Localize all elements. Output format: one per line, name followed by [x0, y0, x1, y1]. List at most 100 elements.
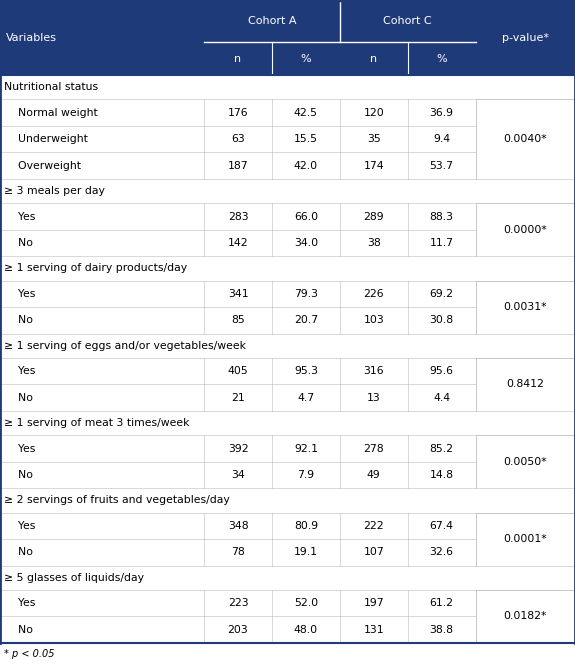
Text: 48.0: 48.0 — [294, 624, 318, 634]
Text: Cohort C: Cohort C — [384, 16, 432, 26]
Text: 0.0031*: 0.0031* — [504, 302, 547, 312]
Text: 42.0: 42.0 — [294, 161, 318, 171]
Text: 9.4: 9.4 — [433, 134, 450, 144]
Text: 226: 226 — [363, 289, 384, 299]
Text: %: % — [301, 54, 311, 64]
Text: 103: 103 — [363, 315, 384, 325]
Bar — [0, 384, 575, 411]
Text: 131: 131 — [363, 624, 384, 634]
Text: 53.7: 53.7 — [430, 161, 454, 171]
Bar — [0, 411, 575, 436]
Text: ≥ 1 serving of meat 3 times/week: ≥ 1 serving of meat 3 times/week — [4, 418, 190, 428]
Text: 61.2: 61.2 — [430, 598, 454, 608]
Text: 4.7: 4.7 — [297, 393, 315, 403]
Bar — [0, 75, 575, 100]
Text: No: No — [4, 315, 33, 325]
Text: No: No — [4, 393, 33, 403]
Text: 13: 13 — [367, 393, 381, 403]
Text: 69.2: 69.2 — [430, 289, 454, 299]
Text: Yes: Yes — [4, 211, 36, 221]
Text: 19.1: 19.1 — [294, 547, 318, 557]
Text: 7.9: 7.9 — [297, 470, 315, 480]
Text: Yes: Yes — [4, 598, 36, 608]
Text: Normal weight: Normal weight — [4, 108, 98, 118]
Bar — [0, 488, 575, 513]
Bar — [340, 0, 476, 42]
Text: 278: 278 — [363, 444, 384, 454]
Bar — [408, 42, 476, 75]
Text: No: No — [4, 238, 33, 248]
Bar — [476, 281, 575, 334]
Text: Yes: Yes — [4, 521, 36, 531]
Bar — [0, 462, 575, 488]
Bar — [0, 256, 575, 281]
Text: 42.5: 42.5 — [294, 108, 318, 118]
Text: 67.4: 67.4 — [430, 521, 454, 531]
Bar — [0, 436, 575, 462]
Text: No: No — [4, 470, 33, 480]
Text: 0.0050*: 0.0050* — [504, 457, 547, 467]
Text: 197: 197 — [363, 598, 384, 608]
Bar — [0, 230, 575, 256]
Text: %: % — [436, 54, 447, 64]
Text: 92.1: 92.1 — [294, 444, 318, 454]
Text: 0.0182*: 0.0182* — [504, 612, 547, 622]
Bar — [272, 42, 340, 75]
Text: ≥ 1 serving of eggs and/or vegetables/week: ≥ 1 serving of eggs and/or vegetables/we… — [4, 340, 246, 351]
Text: n: n — [370, 54, 377, 64]
Text: Yes: Yes — [4, 444, 36, 454]
Bar — [0, 307, 575, 334]
Text: 187: 187 — [228, 161, 248, 171]
Text: n: n — [235, 54, 242, 64]
Text: ≥ 1 serving of dairy products/day: ≥ 1 serving of dairy products/day — [4, 263, 187, 273]
Text: 30.8: 30.8 — [430, 315, 454, 325]
Text: 35: 35 — [367, 134, 381, 144]
Text: Yes: Yes — [4, 366, 36, 376]
Text: Overweight: Overweight — [4, 161, 81, 171]
Bar — [0, 334, 575, 358]
Text: No: No — [4, 624, 33, 634]
Bar — [0, 358, 575, 384]
Text: p-value*: p-value* — [502, 33, 549, 43]
Text: 176: 176 — [228, 108, 248, 118]
Text: 52.0: 52.0 — [294, 598, 318, 608]
Text: 11.7: 11.7 — [430, 238, 454, 248]
Text: 222: 222 — [363, 521, 384, 531]
Text: 283: 283 — [228, 211, 248, 221]
Bar — [0, 152, 575, 179]
Text: 15.5: 15.5 — [294, 134, 318, 144]
Text: 174: 174 — [363, 161, 384, 171]
Text: 66.0: 66.0 — [294, 211, 318, 221]
Text: Yes: Yes — [4, 289, 36, 299]
Text: 63: 63 — [231, 134, 245, 144]
Text: 85: 85 — [231, 315, 245, 325]
Text: 4.4: 4.4 — [433, 393, 450, 403]
Text: 95.3: 95.3 — [294, 366, 318, 376]
Bar — [204, 0, 340, 42]
Text: Cohort A: Cohort A — [248, 16, 296, 26]
Text: ≥ 3 meals per day: ≥ 3 meals per day — [4, 186, 105, 196]
Bar — [0, 590, 575, 616]
Text: No: No — [4, 547, 33, 557]
Bar — [476, 0, 575, 75]
Bar — [476, 590, 575, 643]
Text: 79.3: 79.3 — [294, 289, 318, 299]
Bar — [0, 616, 575, 643]
Text: 405: 405 — [228, 366, 248, 376]
Bar — [0, 179, 575, 203]
Bar — [476, 100, 575, 179]
Text: 0.0001*: 0.0001* — [504, 534, 547, 544]
Text: 392: 392 — [228, 444, 248, 454]
Bar — [0, 0, 204, 75]
Text: 203: 203 — [228, 624, 248, 634]
Bar — [0, 100, 575, 126]
Bar — [0, 513, 575, 539]
Text: 32.6: 32.6 — [430, 547, 454, 557]
Text: 142: 142 — [228, 238, 248, 248]
Bar — [0, 203, 575, 230]
Text: Variables: Variables — [6, 33, 57, 43]
Bar — [340, 42, 408, 75]
Text: 0.0000*: 0.0000* — [503, 225, 547, 235]
Text: 107: 107 — [363, 547, 384, 557]
Text: 85.2: 85.2 — [430, 444, 454, 454]
